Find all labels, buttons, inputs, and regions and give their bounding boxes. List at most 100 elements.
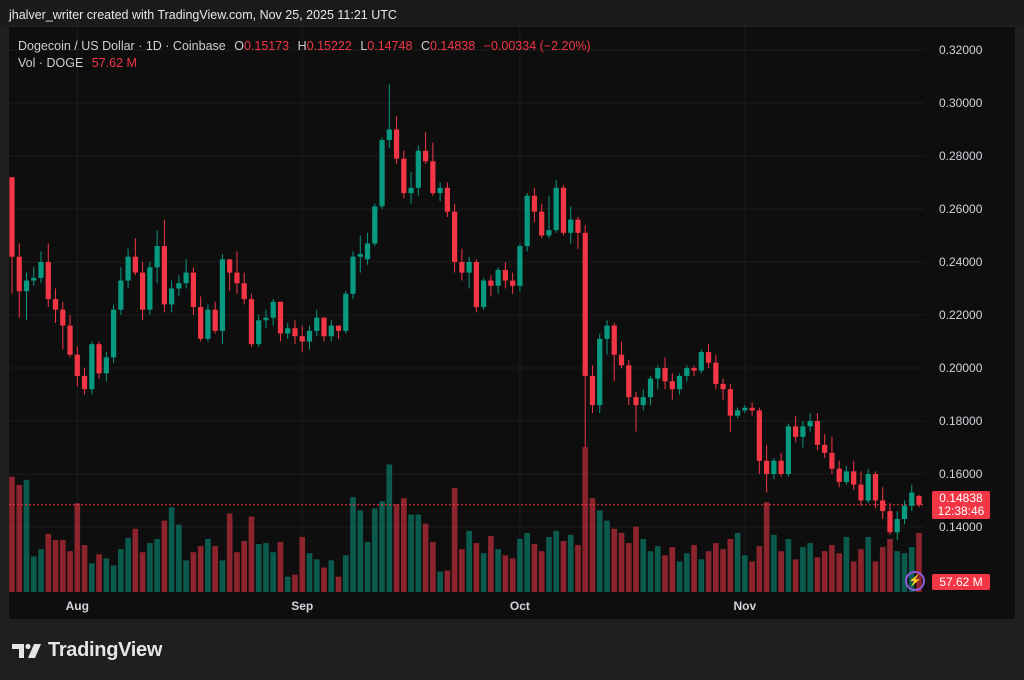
volume-bar (379, 501, 385, 592)
volume-bar (596, 510, 603, 592)
volume-bar (625, 543, 632, 592)
time-tick-label: Sep (291, 599, 313, 613)
candle-body (205, 309, 211, 339)
volume-bar (705, 551, 712, 592)
volume-bar (683, 553, 690, 592)
volume-bar (110, 565, 117, 592)
volume-bar (161, 520, 168, 592)
candle-body (139, 272, 146, 310)
volume-bar (792, 559, 799, 592)
volume-bar (103, 558, 110, 592)
last-price: 0.14838 (939, 491, 983, 505)
volume-bar (451, 487, 458, 592)
price-axis (925, 27, 1015, 619)
volume-bar (190, 552, 197, 592)
candle-body (633, 397, 639, 406)
candle-body (285, 328, 291, 334)
candle-body (597, 338, 603, 406)
candle-body (161, 246, 167, 305)
volume-bar (785, 538, 792, 592)
candle-body (764, 460, 770, 474)
candle-body (38, 262, 44, 278)
volume-bar (81, 545, 88, 592)
volume-bar (393, 504, 400, 592)
volume-bar (865, 536, 872, 592)
volume-bar (16, 484, 23, 592)
candle-body (618, 354, 625, 366)
time-tick-label: Oct (510, 599, 530, 613)
volume-bar (415, 514, 422, 592)
candle-body (734, 410, 741, 416)
price-tick-label: 0.16000 (939, 467, 983, 481)
volume-bar (916, 532, 922, 592)
candle-body (553, 187, 559, 231)
price-tick-label: 0.30000 (939, 96, 983, 110)
volume-bar (531, 544, 538, 592)
candle-body (771, 460, 777, 474)
candle-body (60, 309, 66, 326)
volume-bar (800, 547, 806, 592)
candle-body (807, 421, 813, 427)
candle-body (901, 505, 908, 520)
candle-body (800, 426, 806, 437)
candle-body (793, 426, 799, 437)
volume-bar (756, 546, 763, 592)
volume-bar (23, 479, 30, 592)
candle-body (89, 344, 95, 390)
candle-body (343, 293, 349, 331)
volume-label[interactable]: Vol · DOGE (18, 56, 84, 70)
candle-body (880, 500, 886, 512)
candle-body (52, 299, 59, 310)
volume-bar (727, 538, 734, 592)
chart-legend: Dogecoin / US Dollar · 1D · Coinbase O0.… (18, 38, 591, 72)
volume-bar (894, 551, 901, 592)
volume-bar (495, 549, 501, 592)
candle-body (270, 301, 276, 318)
lightning-icon[interactable]: ⚡ (905, 571, 925, 591)
ohlc-row: Dogecoin / US Dollar · 1D · Coinbase O0.… (18, 38, 591, 55)
credit-text: jhalver_writer created with TradingView.… (9, 8, 397, 22)
symbol-description[interactable]: Dogecoin / US Dollar · 1D · Coinbase (18, 39, 226, 53)
candle-body (495, 269, 501, 286)
volume-bar (183, 560, 189, 592)
candle-body (321, 317, 327, 337)
volume-bar (901, 553, 908, 592)
candle-body (510, 280, 516, 286)
candle-body (96, 344, 102, 374)
volume-bar (422, 523, 429, 592)
candle-body (328, 325, 334, 337)
time-tick-label: Nov (734, 599, 757, 613)
volume-bar (96, 554, 102, 592)
volume-bar (437, 571, 443, 592)
close-label: C (420, 39, 430, 53)
volume-bar (560, 541, 567, 592)
price-tick-label: 0.24000 (939, 255, 983, 269)
close-value: 0.14838 (429, 39, 476, 53)
volume-bar (400, 498, 407, 592)
tradingview-logo-icon (12, 643, 41, 658)
volume-bar (459, 549, 465, 592)
candle-body (640, 397, 646, 406)
candle-body (814, 421, 821, 445)
chart-panel[interactable]: 0.32000 0.30000 0.28000 0.26000 0.24000 0.220… (9, 27, 1015, 619)
volume-bar (669, 547, 676, 592)
volume-bar (509, 558, 516, 592)
candle-body (466, 262, 472, 273)
candle-body (858, 484, 864, 501)
candle-body (118, 280, 124, 310)
volume-bar (676, 561, 683, 592)
candle-body (125, 256, 131, 281)
volume-bar (45, 533, 52, 592)
volume-bar (168, 507, 175, 592)
volume-bar (205, 538, 211, 592)
volume-bar (502, 555, 509, 592)
candle-body (531, 195, 538, 212)
candlestick-chart[interactable]: 0.32000 0.30000 0.28000 0.26000 0.24000 0.220… (9, 27, 1015, 619)
candle-body (851, 471, 857, 485)
volume-bar (147, 543, 153, 592)
volume-bar (176, 524, 182, 592)
candle-body (9, 177, 15, 257)
volume-bar (763, 502, 770, 592)
candle-body (676, 375, 683, 390)
candle-body (31, 277, 37, 281)
